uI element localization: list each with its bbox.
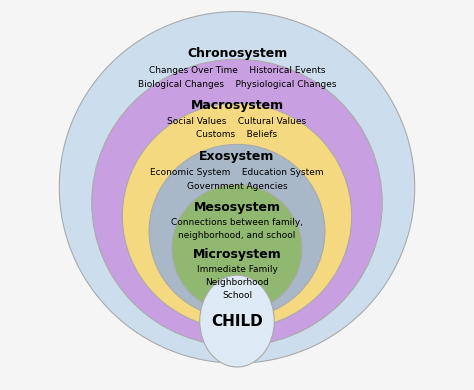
Ellipse shape: [92, 59, 382, 346]
Text: Microsystem: Microsystem: [192, 248, 282, 261]
Ellipse shape: [200, 275, 274, 367]
Text: Exosystem: Exosystem: [199, 150, 275, 163]
Text: Biological Changes    Physiological Changes: Biological Changes Physiological Changes: [138, 80, 336, 89]
Text: Changes Over Time    Historical Events: Changes Over Time Historical Events: [149, 66, 325, 75]
Ellipse shape: [122, 103, 352, 329]
Text: Social Values    Cultural Values: Social Values Cultural Values: [167, 117, 307, 126]
Text: Macrosystem: Macrosystem: [191, 99, 283, 112]
Ellipse shape: [172, 184, 302, 312]
Text: Chronosystem: Chronosystem: [187, 47, 287, 60]
Text: Government Agencies: Government Agencies: [187, 182, 287, 191]
Text: Customs    Beliefs: Customs Beliefs: [196, 130, 278, 139]
Text: CHILD: CHILD: [211, 314, 263, 329]
Ellipse shape: [59, 12, 415, 363]
Text: Economic System    Education System: Economic System Education System: [150, 168, 324, 177]
Text: Neighborhood: Neighborhood: [205, 278, 269, 287]
Text: Immediate Family: Immediate Family: [197, 265, 277, 274]
Text: Connections between family,: Connections between family,: [171, 218, 303, 227]
Text: School: School: [222, 291, 252, 300]
Text: neighborhood, and school: neighborhood, and school: [178, 231, 296, 240]
Ellipse shape: [149, 144, 325, 318]
Text: Mesosystem: Mesosystem: [193, 201, 281, 214]
